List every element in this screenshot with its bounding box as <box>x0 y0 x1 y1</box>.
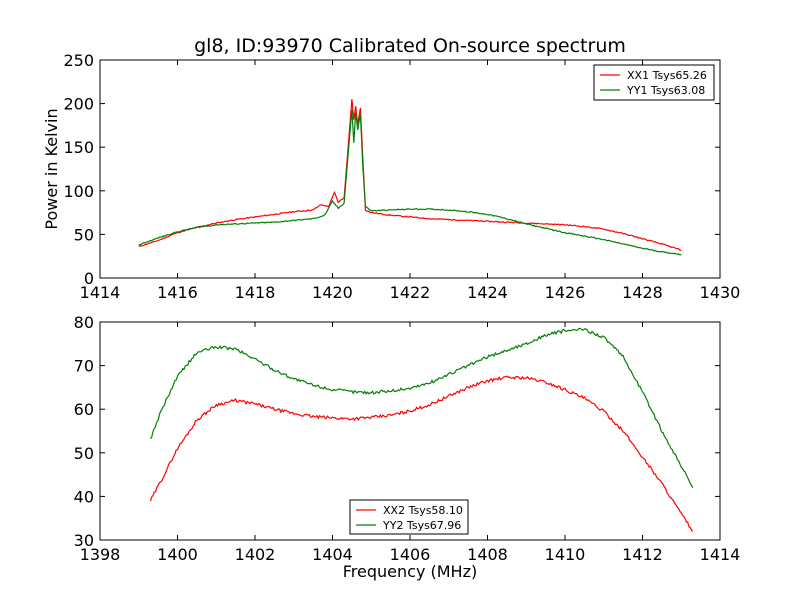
top-legend: XX1 Tsys65.26 YY1 Tsys63.08 <box>593 64 715 101</box>
bottom-y-tick-label: 40 <box>74 487 94 506</box>
top-y-tick-label: 0 <box>84 269 94 288</box>
x-axis-label: Frequency (MHz) <box>343 562 477 581</box>
top-x-tick-label: 1420 <box>312 283 353 302</box>
bottom-ticks: 1398 1400 1402 1404 1406 1408 1410 1412 1414 30 40… <box>74 313 741 564</box>
top-legend-box <box>593 64 715 101</box>
top-x-tick-label: 1430 <box>700 283 741 302</box>
bottom-x-tick-label: 1410 <box>545 545 586 564</box>
top-x-tick-label: 1422 <box>390 283 431 302</box>
top-y-tick-label: 250 <box>63 51 94 70</box>
top-series-lines <box>138 99 682 256</box>
bottom-x-tick-label: 1412 <box>622 545 663 564</box>
bottom-x-tick-label: 1402 <box>235 545 276 564</box>
top-legend-label-2: YY1 Tsys63.08 <box>626 84 705 97</box>
bottom-legend-label-2: YY2 Tsys67.96 <box>382 519 461 532</box>
bottom-x-tick-label: 1408 <box>467 545 508 564</box>
bottom-x-tick-label: 1398 <box>80 545 121 564</box>
bottom-x-tick-label: 1406 <box>390 545 431 564</box>
top-panel: 1414 1416 1418 1420 1422 1424 1426 1428 1430 0 50 1… <box>42 51 740 302</box>
top-x-tick-label: 1428 <box>622 283 663 302</box>
top-y-tick-label: 200 <box>63 95 94 114</box>
top-x-tick-label: 1426 <box>545 283 586 302</box>
top-x-tick-label: 1414 <box>80 283 121 302</box>
top-y-tick-label: 150 <box>63 138 94 157</box>
bottom-y-tick-label: 70 <box>74 357 94 376</box>
bottom-legend-label-1: XX2 Tsys58.10 <box>383 504 463 517</box>
top-series-line-2 <box>138 109 682 256</box>
bottom-y-tick-label: 50 <box>74 444 94 463</box>
bottom-y-tick-label: 60 <box>74 400 94 419</box>
top-series-line-1 <box>138 99 682 251</box>
top-x-tick-label: 1424 <box>467 283 508 302</box>
bottom-y-tick-label: 80 <box>74 313 94 332</box>
bottom-x-tick-label: 1404 <box>312 545 353 564</box>
top-ticks: 1414 1416 1418 1420 1422 1424 1426 1428 1430 0 50 1… <box>63 51 740 302</box>
top-y-axis-label: Power in Kelvin <box>42 108 61 229</box>
bottom-x-tick-label: 1400 <box>157 545 198 564</box>
chart-title: gl8, ID:93970 Calibrated On-source spect… <box>194 35 626 57</box>
bottom-series-lines <box>149 327 694 532</box>
top-y-tick-label: 50 <box>74 225 94 244</box>
top-legend-label-1: XX1 Tsys65.26 <box>627 69 707 82</box>
bottom-legend-box <box>349 499 469 535</box>
bottom-y-tick-label: 30 <box>74 531 94 550</box>
bottom-legend: XX2 Tsys58.10 YY2 Tsys67.96 <box>349 499 469 535</box>
bottom-x-tick-label: 1414 <box>700 545 741 564</box>
bottom-series-line-1 <box>149 375 694 532</box>
bottom-panel: 1398 1400 1402 1404 1406 1408 1410 1412 1414 30 40… <box>74 313 741 581</box>
top-x-tick-label: 1416 <box>157 283 198 302</box>
top-y-tick-label: 100 <box>63 182 94 201</box>
top-x-tick-label: 1418 <box>235 283 276 302</box>
bottom-series-line-2 <box>149 327 694 489</box>
